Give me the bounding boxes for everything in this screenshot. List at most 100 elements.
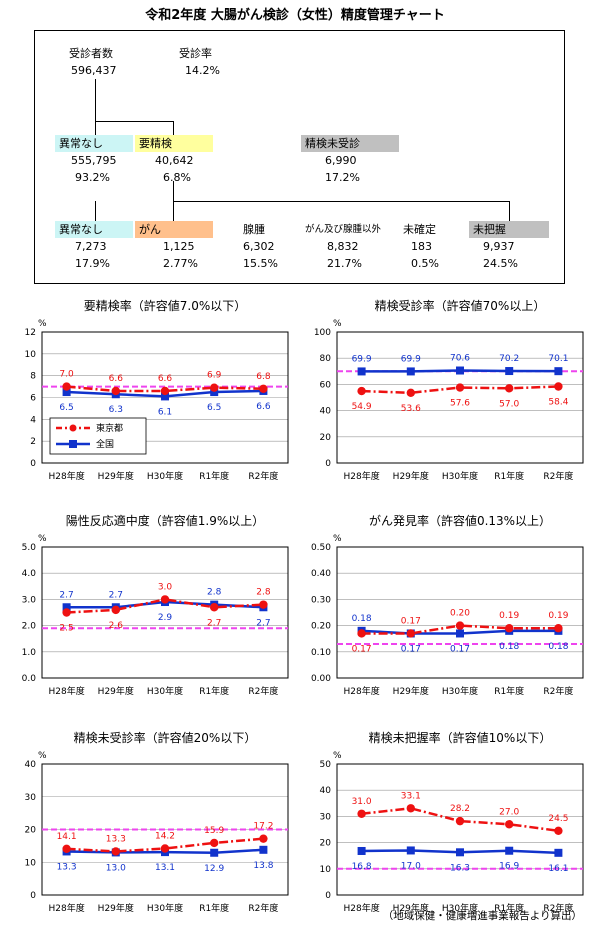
national-point [554, 367, 563, 376]
y-tick-label: 4 [30, 415, 36, 425]
x-tick-label: H28年度 [48, 685, 84, 697]
y-tick-label: 0 [325, 891, 331, 901]
unit-label: % [38, 534, 47, 544]
footnote: （地域保健・健康増進事業報告より算出） [382, 910, 582, 922]
national-point [456, 629, 464, 638]
y-tick-label: 2.0 [22, 622, 37, 632]
x-tick-label: H29年度 [393, 470, 429, 482]
connector-line [95, 79, 96, 121]
x-tick-label: H30年度 [147, 685, 183, 697]
national-data-label: 0.18 [548, 642, 568, 652]
national-data-label: 70.6 [450, 354, 470, 364]
national-point [456, 366, 464, 375]
unit-label: % [333, 751, 342, 761]
outcome-count: 7,273 [75, 240, 107, 253]
outcome-label: 腺腫 [243, 223, 265, 236]
unit-label: % [38, 319, 47, 329]
tokyo-point [259, 834, 268, 843]
tokyo-data-label: 2.6 [109, 621, 124, 631]
national-data-label: 0.18 [352, 614, 372, 624]
tokyo-data-label: 2.5 [59, 624, 73, 634]
legend-national-marker [69, 440, 77, 448]
x-tick-label: R2年度 [248, 685, 278, 697]
unit-label: % [333, 534, 342, 544]
tokyo-point [111, 605, 121, 615]
tokyo-data-label: 0.17 [352, 644, 372, 654]
tokyo-data-label: 15.9 [204, 826, 224, 836]
outcome-count: 9,937 [483, 240, 515, 253]
y-tick-label: 20 [320, 433, 332, 443]
national-data-label: 6.5 [207, 403, 221, 413]
x-tick-label: R2年度 [248, 470, 278, 482]
outcome-normal: 異常なし 7,273 17.9% [55, 221, 133, 272]
tokyo-data-label: 54.9 [352, 402, 372, 412]
national-data-label: 6.3 [109, 405, 123, 415]
national-point [357, 846, 366, 855]
national-data-label: 16.1 [548, 864, 568, 874]
tokyo-point [111, 386, 121, 396]
national-data-label: 2.7 [59, 590, 73, 600]
tokyo-data-label: 53.6 [401, 404, 421, 414]
y-tick-label: 60 [320, 380, 332, 390]
normal-label: 異常なし [55, 135, 133, 152]
tokyo-series-line [361, 807, 559, 833]
national-data-label: 6.1 [158, 407, 172, 417]
y-tick-label: 1.0 [22, 648, 37, 658]
national-point [357, 367, 366, 376]
tokyo-point [357, 386, 366, 396]
national-point [62, 603, 71, 612]
tokyo-point [455, 383, 465, 392]
chart-2: 精検受診率（許容値70%以上）% 0 20 40 60 80 100 H28年度 H29年度 H3… [314, 298, 584, 482]
national-point [259, 845, 268, 854]
plot-area [41, 546, 289, 679]
tokyo-data-label: 28.2 [450, 804, 470, 814]
tokyo-point [505, 384, 514, 393]
outcome-count: 6,302 [243, 240, 275, 253]
tokyo-point [554, 624, 563, 633]
chart-title: 精検受診率（許容値70%以上） [375, 298, 546, 313]
national-data-label: 70.2 [499, 354, 519, 364]
unexamined-pct: 17.2% [325, 171, 360, 184]
tokyo-point [406, 388, 415, 397]
tokyo-point [160, 386, 170, 396]
x-tick-label: H28年度 [48, 470, 84, 482]
tokyo-point [210, 838, 219, 848]
outcome-pct: 24.5% [483, 257, 518, 270]
connector-line [95, 121, 173, 122]
y-tick-label: 30 [25, 793, 37, 803]
examinees-value: 596,437 [71, 64, 117, 77]
tokyo-data-label: 6.6 [109, 374, 124, 384]
unexamined-count: 6,990 [325, 154, 357, 167]
y-tick-label: 20 [320, 839, 332, 849]
outcome-label: 未確定 [403, 223, 436, 236]
y-tick-label: 10 [320, 865, 332, 875]
x-tick-label: H28年度 [343, 685, 379, 697]
tokyo-data-label: 24.5 [548, 814, 568, 824]
national-data-label: 6.5 [59, 403, 73, 413]
y-tick-label: 3.0 [22, 595, 37, 605]
national-data-label: 16.3 [450, 863, 470, 873]
x-tick-label: H29年度 [393, 902, 429, 914]
tokyo-point [160, 595, 170, 604]
tokyo-point [554, 382, 563, 391]
tokyo-data-label: 2.7 [207, 618, 221, 628]
national-point [505, 846, 514, 855]
national-point [505, 367, 514, 376]
x-tick-label: H30年度 [442, 902, 478, 914]
national-data-label: 0.18 [499, 642, 519, 652]
national-data-label: 13.8 [253, 861, 273, 871]
tokyo-data-label: 6.9 [207, 371, 222, 381]
outcome-pct: 21.7% [327, 257, 362, 270]
x-tick-label: H29年度 [393, 685, 429, 697]
chart-3: 陽性反応適中度（許容値1.9%以上）% 0.0 1.0 2.0 3.0 4.0 5.0 H28… [22, 513, 289, 697]
x-tick-label: R1年度 [199, 685, 229, 697]
plot-area [41, 331, 289, 464]
plot-area [336, 763, 584, 896]
x-tick-label: H29年度 [98, 902, 134, 914]
legend-national-label: 全国 [96, 438, 114, 450]
tokyo-data-label: 0.19 [499, 611, 519, 621]
national-data-label: 70.1 [548, 354, 568, 364]
legend-tokyo-label: 東京都 [96, 422, 123, 434]
chart-title: がん発見率（許容値0.13%以上） [369, 513, 551, 528]
y-tick-label: 40 [320, 786, 332, 796]
